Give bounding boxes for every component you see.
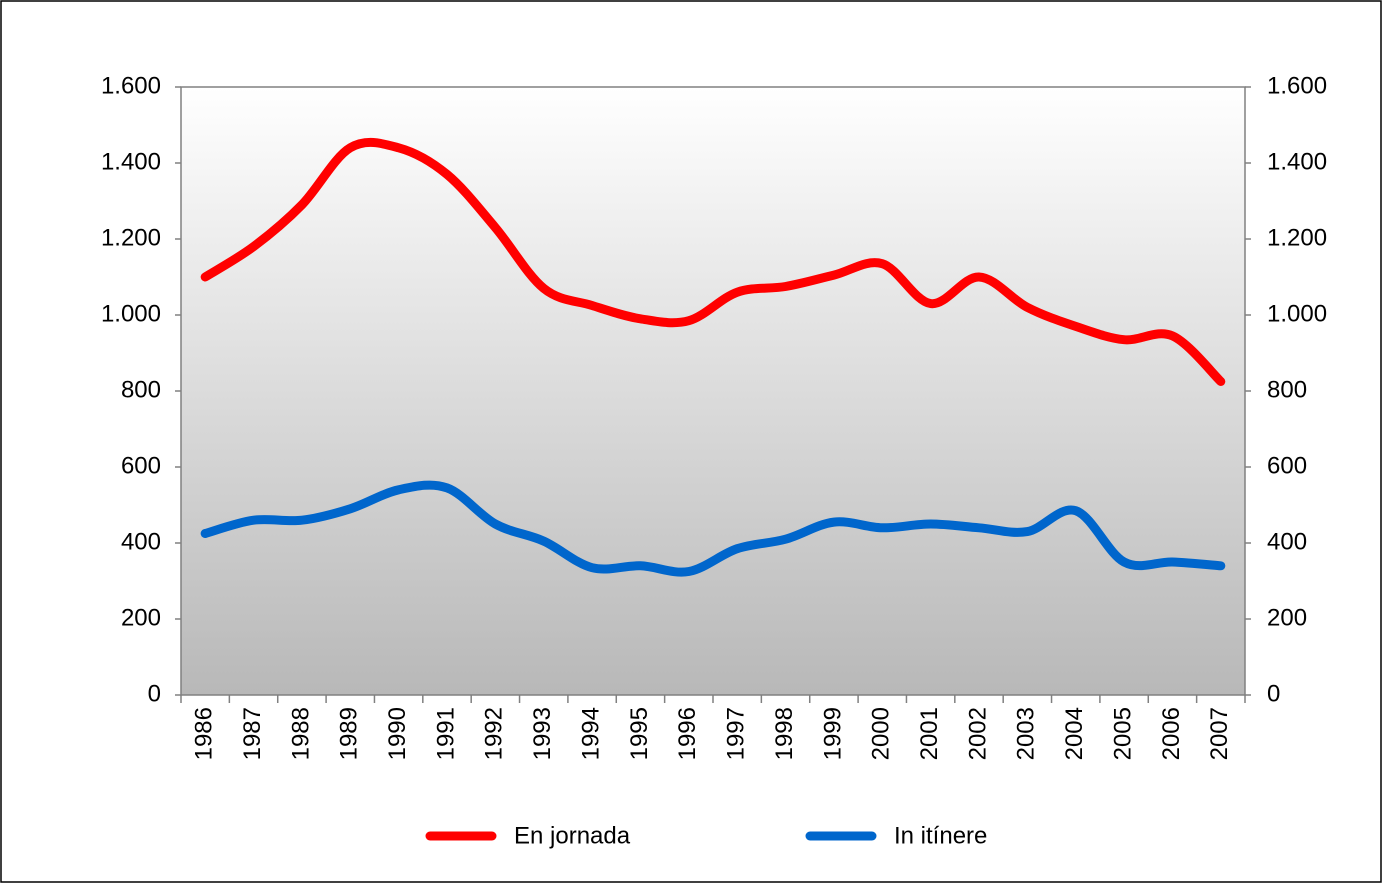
x-tick-label: 1992 bbox=[481, 707, 508, 760]
x-tick-label: 2004 bbox=[1061, 707, 1088, 760]
y-tick-label: 200 bbox=[121, 604, 161, 631]
x-tick-label: 2007 bbox=[1206, 707, 1233, 760]
y-tick-label: 0 bbox=[1267, 680, 1280, 707]
x-tick-label: 1996 bbox=[674, 707, 701, 760]
y-tick-label: 600 bbox=[121, 452, 161, 479]
x-tick-label: 1991 bbox=[432, 707, 459, 760]
x-tick-label: 1998 bbox=[771, 707, 798, 760]
x-tick-label: 1987 bbox=[239, 707, 266, 760]
x-tick-label: 1986 bbox=[191, 707, 218, 760]
y-tick-label: 1.600 bbox=[101, 72, 161, 99]
y-tick-label: 800 bbox=[121, 376, 161, 403]
y-tick-label: 1.400 bbox=[1267, 148, 1327, 175]
y-tick-label: 1.200 bbox=[101, 224, 161, 251]
plot-area bbox=[180, 86, 1246, 696]
x-tick-label: 1994 bbox=[577, 707, 604, 760]
y-tick-label: 600 bbox=[1267, 452, 1307, 479]
series-line bbox=[200, 137, 1226, 386]
x-tick-label: 2003 bbox=[1013, 707, 1040, 760]
legend-label: En jornada bbox=[514, 822, 631, 849]
x-tick-label: 2001 bbox=[916, 707, 943, 760]
y-tick-label: 1.600 bbox=[1267, 72, 1327, 99]
series-line bbox=[200, 480, 1226, 577]
x-tick-label: 1989 bbox=[336, 707, 363, 760]
x-tick-label: 2006 bbox=[1158, 707, 1185, 760]
y-tick-label: 400 bbox=[1267, 528, 1307, 555]
x-tick-label: 1993 bbox=[529, 707, 556, 760]
legend-label: In itínere bbox=[894, 822, 987, 849]
y-tick-label: 400 bbox=[121, 528, 161, 555]
y-tick-label: 1.400 bbox=[101, 148, 161, 175]
x-tick-label: 1999 bbox=[819, 707, 846, 760]
x-tick-label: 1995 bbox=[626, 707, 653, 760]
x-tick-label: 2000 bbox=[868, 707, 895, 760]
y-tick-label: 1.000 bbox=[1267, 300, 1327, 327]
x-tick-label: 1997 bbox=[723, 707, 750, 760]
x-tick-label: 2002 bbox=[964, 707, 991, 760]
y-tick-label: 1.200 bbox=[1267, 224, 1327, 251]
x-tick-label: 1990 bbox=[384, 707, 411, 760]
y-tick-label: 200 bbox=[1267, 604, 1307, 631]
y-tick-label: 800 bbox=[1267, 376, 1307, 403]
x-tick-label: 1988 bbox=[287, 707, 314, 760]
y-tick-label: 0 bbox=[148, 680, 161, 707]
x-tick-label: 2005 bbox=[1109, 707, 1136, 760]
y-tick-label: 1.000 bbox=[101, 300, 161, 327]
